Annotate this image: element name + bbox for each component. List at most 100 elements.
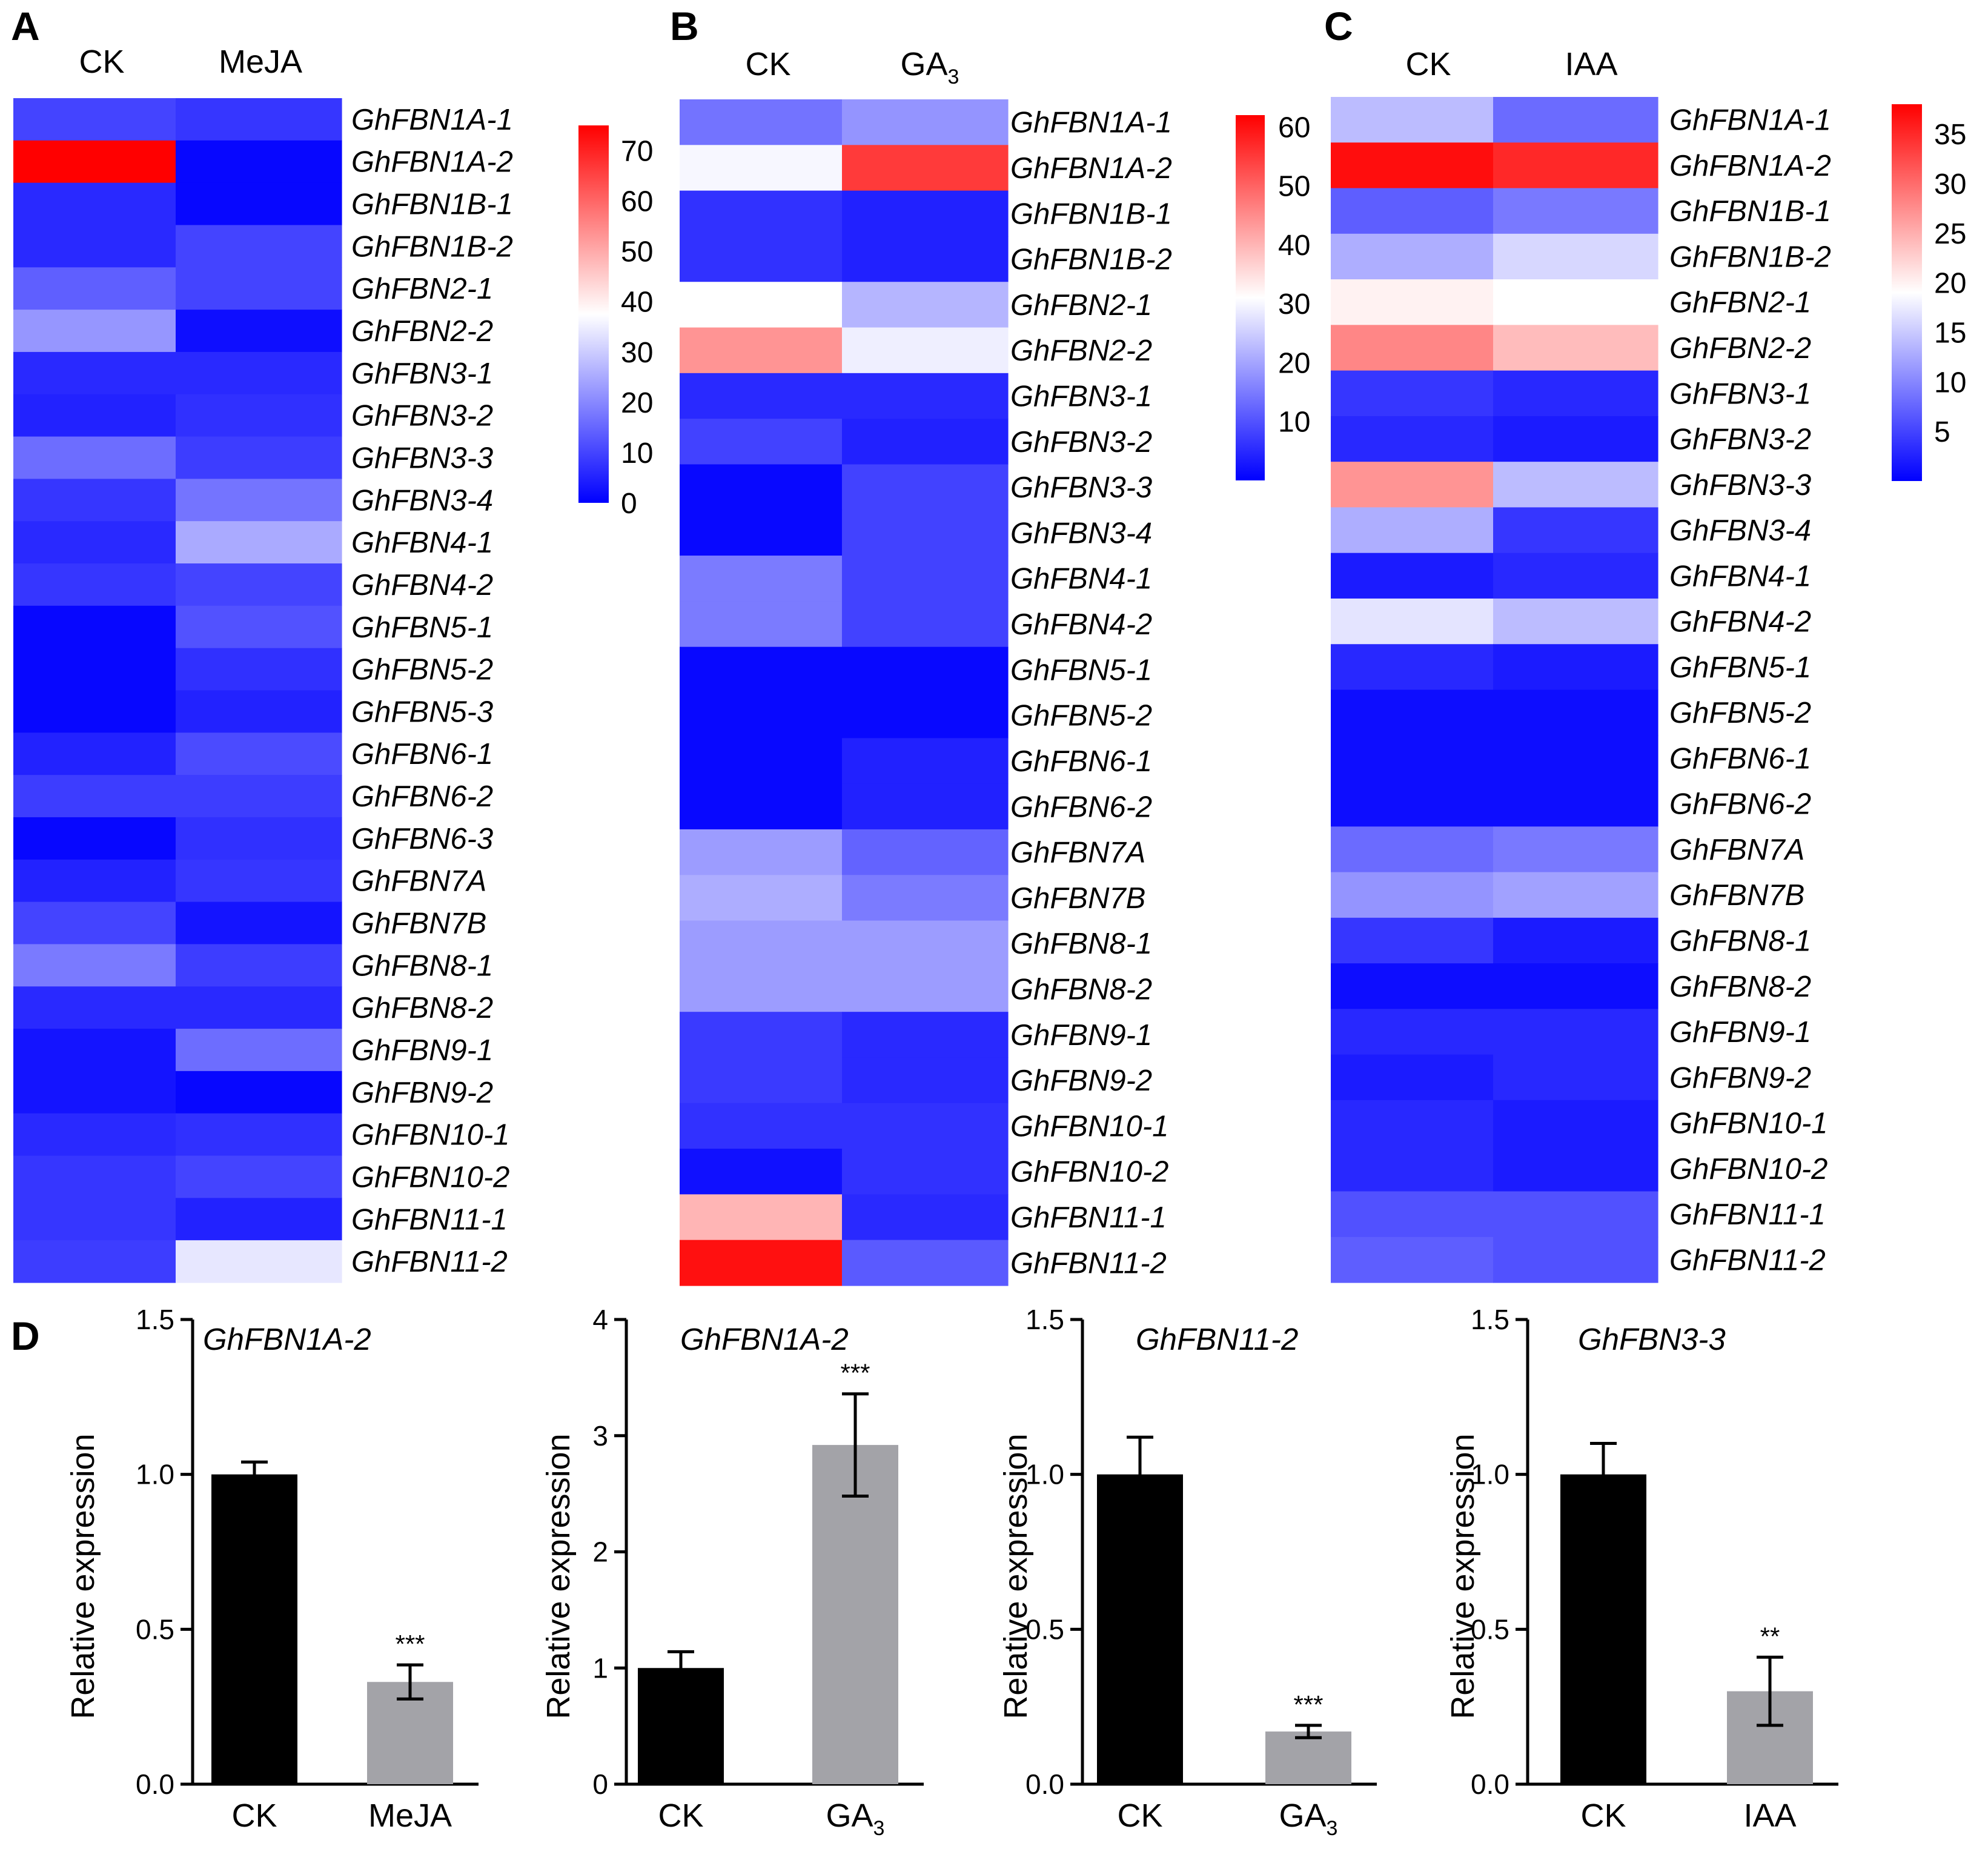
heatmap-b-cell-ghfbn7a-ga3 [842, 829, 1009, 875]
heatmap-b-cell-ghfbn5-1-ck [680, 646, 843, 693]
bar-chart-3-significance-ga3: *** [1293, 1690, 1323, 1719]
heatmap-c-gene-label: GhFBN10-2 [1669, 1153, 1827, 1186]
colorbar-b-tick-label: 20 [1278, 347, 1310, 379]
heatmap-c-gene-labels: GhFBN1A-1 GhFBN1A-2 GhFBN1B-1 GhFBN1B-2 GhFB… [1669, 104, 1831, 1277]
heatmap-b-gene-label: GhFBN10-2 [1010, 1156, 1168, 1189]
heatmap-c-cell-ghfbn7b-iaa [1493, 872, 1658, 918]
heatmap-a-gene-label: GhFBN7B [351, 908, 486, 940]
colorbar-b-tick-label: 50 [1278, 171, 1310, 203]
heatmap-b-gene-label: GhFBN6-1 [1010, 745, 1152, 778]
heatmap-b-cell-ghfbn2-2-ck [680, 327, 843, 374]
heatmap-c-gene-label: GhFBN10-1 [1669, 1107, 1827, 1140]
colorbar-a-tick-label: 10 [621, 437, 653, 470]
bar-chart-1-ytick-label: 0.5 [136, 1613, 174, 1645]
panel-letter-b: B [670, 4, 699, 48]
heatmap-c-gene-label: GhFBN7A [1669, 834, 1804, 866]
heatmap-c-gene-label: GhFBN8-2 [1669, 971, 1811, 1003]
bar-chart-4-xtick-label-ck: CK [1580, 1798, 1626, 1834]
heatmap-b-cell-ghfbn2-1-ck [680, 282, 843, 328]
heatmap-a-cell-ghfbn9-1-meja [176, 1029, 342, 1072]
heatmap-a-gene-label: GhFBN11-2 [351, 1246, 508, 1278]
heatmap-c-cell-ghfbn7a-iaa [1493, 826, 1658, 873]
bar-chart-3-ytick-label: 1.5 [1025, 1304, 1064, 1335]
heatmap-a-cell-ghfbn10-2-meja [176, 1155, 342, 1198]
heatmap-a-gene-label: GhFBN3-1 [351, 357, 493, 390]
heatmap-c-cell-ghfbn9-1-iaa [1493, 1009, 1658, 1055]
heatmap-c-cell-ghfbn6-1-iaa [1493, 735, 1658, 782]
heatmap-b-gene-label: GhFBN7A [1010, 837, 1145, 869]
heatmap-b-cell-ghfbn10-2-ga3 [842, 1149, 1009, 1195]
heatmap-c-cell-ghfbn8-2-ck [1331, 963, 1494, 1009]
heatmap-c-cell-ghfbn11-2-ck [1331, 1237, 1494, 1283]
bar-chart-2-ytick-label: 4 [592, 1304, 608, 1335]
bar-chart-2-ytick-label: 0 [592, 1768, 608, 1800]
heatmap-c-gene-label: GhFBN4-2 [1669, 606, 1811, 639]
heatmap-a-cell-ghfbn5-1-meja [176, 605, 342, 649]
heatmap-c-gene-label: GhFBN8-1 [1669, 925, 1811, 957]
heatmap-b-cell-ghfbn10-1-ck [680, 1103, 843, 1149]
heatmap-a-cell-ghfbn6-3-ck [13, 817, 176, 860]
colorbar-b-ticks: 60 50 40 30 20 10 [1278, 111, 1310, 438]
heatmap-a-gene-label: GhFBN6-1 [351, 738, 493, 771]
heatmap-c-gene-label: GhFBN3-1 [1669, 377, 1811, 410]
heatmap-a-cell-ghfbn2-2-meja [176, 310, 342, 353]
panel-letter-a: A [11, 4, 40, 48]
heatmap-b-cell-ghfbn11-1-ck [680, 1194, 843, 1241]
bar-chart-3-xtick-label-ck: CK [1117, 1798, 1162, 1834]
heatmap-b-gene-label: GhFBN3-2 [1010, 426, 1152, 459]
heatmap-a-cell-ghfbn8-2-ck [13, 986, 176, 1029]
heatmap-b-gene-label: GhFBN1B-1 [1010, 198, 1172, 230]
bar-chart-4-ytick-label: 0.5 [1471, 1613, 1509, 1645]
colorbar-a-tick-label: 20 [621, 387, 653, 419]
bar-chart-3-ytick-label: 0.0 [1025, 1768, 1064, 1800]
colorbar-a-tick-label: 30 [621, 337, 653, 369]
heatmap-a-gene-label: GhFBN2-1 [351, 273, 493, 305]
heatmap-a-cell-ghfbn3-1-meja [176, 351, 342, 395]
heatmap-c-cell-ghfbn2-2-ck [1331, 325, 1494, 371]
bar-chart-4-ytick-label: 0.0 [1471, 1768, 1509, 1800]
colorbar-b-gradient [1236, 115, 1265, 480]
heatmap-c-cell-ghfbn9-2-iaa [1493, 1054, 1658, 1101]
heatmap-a-cell-ghfbn11-2-meja [176, 1240, 342, 1283]
heatmap-a-gene-label: GhFBN10-2 [351, 1161, 509, 1193]
heatmap-b-cell-ghfbn1a-2-ga3 [842, 145, 1009, 191]
heatmap-a-gene-label: GhFBN4-1 [351, 526, 493, 559]
heatmap-a-cell-ghfbn6-3-meja [176, 817, 342, 860]
heatmap-a-cell-ghfbn1a-2-meja [176, 140, 342, 184]
heatmap-a-cell-ghfbn7b-ck [13, 901, 176, 945]
colorbar-c-tick-label: 20 [1934, 268, 1966, 300]
heatmap-a-gene-label: GhFBN2-2 [351, 315, 493, 348]
heatmap-b-cell-ghfbn9-2-ck [680, 1057, 843, 1104]
heatmap-b-cell-ghfbn2-2-ga3 [842, 327, 1009, 374]
heatmap-c-cell-ghfbn4-2-iaa [1493, 598, 1658, 645]
heatmap-c-gene-label: GhFBN11-1 [1669, 1198, 1826, 1231]
heatmap-a-cell-ghfbn1b-1-ck [13, 182, 176, 226]
heatmap-c-gene-label: GhFBN2-1 [1669, 287, 1811, 319]
heatmap-b-gene-label: GhFBN8-1 [1010, 928, 1152, 960]
heatmap-a-cell-ghfbn4-1-ck [13, 521, 176, 564]
heatmap-a-cell-ghfbn11-1-ck [13, 1198, 176, 1241]
heatmap-c-gene-label: GhFBN4-1 [1669, 560, 1811, 593]
heatmap-a-cell-ghfbn3-1-ck [13, 351, 176, 395]
heatmap-b-cell-ghfbn3-4-ga3 [842, 510, 1009, 556]
colorbar-a-gradient [578, 125, 609, 503]
heatmap-a-gene-label: GhFBN3-3 [351, 442, 493, 474]
heatmap-a-cells [13, 98, 342, 1283]
heatmap-c-cell-ghfbn5-1-ck [1331, 644, 1494, 691]
heatmap-a-cell-ghfbn11-1-meja [176, 1198, 342, 1241]
heatmap-b-cell-ghfbn3-2-ga3 [842, 419, 1009, 465]
heatmap-c-gene-label: GhFBN9-1 [1669, 1016, 1811, 1049]
heatmap-a-cell-ghfbn3-2-meja [176, 394, 342, 437]
colorbar-b-tick-label: 60 [1278, 111, 1310, 144]
heatmap-c-colorbar: 35 30 25 20 15 10 5 [1892, 104, 1966, 481]
heatmap-c-cell-ghfbn3-4-iaa [1493, 507, 1658, 554]
colorbar-b-tick-label: 30 [1278, 288, 1310, 320]
heatmap-a-cell-ghfbn3-3-ck [13, 436, 176, 479]
heatmap-c-cell-ghfbn8-2-iaa [1493, 963, 1658, 1009]
colorbar-a-tick-label: 70 [621, 136, 653, 168]
heatmap-b-gene-label: GhFBN4-2 [1010, 608, 1152, 641]
heatmap-b-cell-ghfbn3-3-ck [680, 464, 843, 511]
heatmap-b-cells [680, 99, 1009, 1286]
heatmap-a-gene-label: GhFBN9-2 [351, 1077, 493, 1109]
heatmap-c-gene-label: GhFBN3-2 [1669, 423, 1811, 456]
